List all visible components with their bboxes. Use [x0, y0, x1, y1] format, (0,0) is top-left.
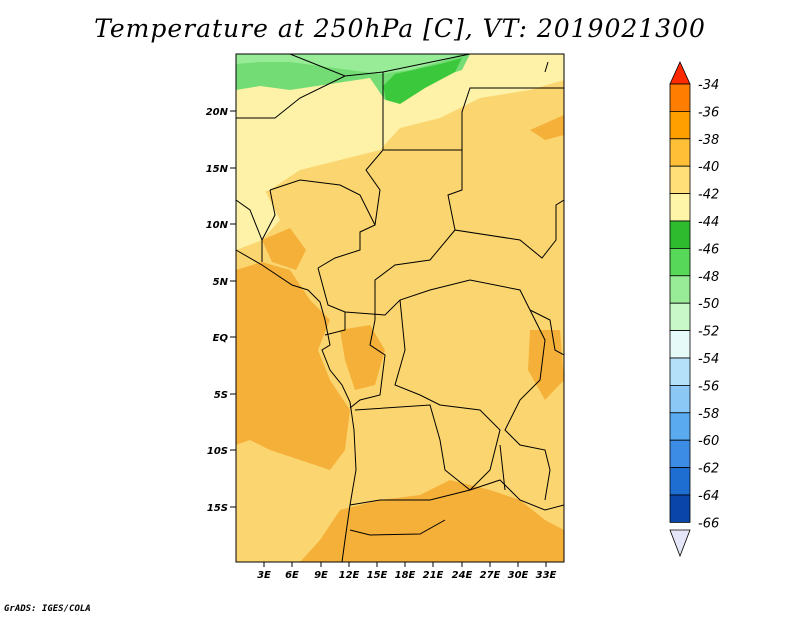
colorbar-label: -34: [698, 78, 719, 93]
colorbar-label: -48: [698, 270, 719, 285]
field-green-light: [236, 54, 460, 74]
colorbar-label: -46: [698, 242, 719, 257]
colorbar-label: -66: [698, 516, 719, 531]
colorbar-cell: [669, 302, 691, 332]
temperature-field: [236, 54, 564, 562]
colorbar-cell: [669, 384, 691, 414]
lat-label: EQ: [213, 333, 229, 344]
lat-label: 15S: [207, 503, 228, 514]
colorbar-cell: [669, 357, 691, 386]
lon-label: 30E: [508, 570, 529, 581]
country-borders: [236, 54, 564, 536]
field-warm-nw: [262, 228, 306, 270]
colorbar-cell: [669, 467, 691, 496]
lon-label: 27E: [480, 570, 501, 581]
colorbar-cell: [669, 330, 691, 359]
colorbar-cell: [669, 111, 691, 140]
colorbar-cell: [669, 247, 691, 277]
chart-title: Temperature at 250hPa [C], VT: 201902130…: [94, 14, 706, 43]
colorbar-cell: [669, 439, 691, 469]
colorbar-cells: [669, 83, 691, 523]
colorbar-label: -38: [698, 133, 719, 148]
lat-label: 10N: [206, 220, 229, 231]
colorbar-label: -42: [698, 188, 719, 203]
lon-label: 24E: [452, 570, 473, 581]
lon-label: 3E: [257, 570, 271, 581]
lon-label: 21E: [423, 570, 444, 581]
colorbar-cell: [669, 220, 691, 249]
lat-label: 5N: [213, 277, 229, 288]
colorbar-label: -36: [698, 105, 719, 120]
colorbar-label: -40: [698, 160, 719, 175]
colorbar-cell: [669, 494, 691, 523]
field-warm-gabon: [340, 325, 385, 390]
lon-label: 33E: [536, 570, 557, 581]
colorbar-label: -56: [698, 379, 719, 394]
colorbar-label: -58: [698, 407, 719, 422]
colorbar-bottom-arrow: [669, 529, 691, 558]
map-frame: [235, 53, 565, 563]
field-light-north: [236, 54, 564, 200]
lat-label: 5S: [214, 390, 228, 401]
lat-axis: 20N 15N 10N 5N EQ 5S 10S 15S: [206, 107, 236, 514]
field-warm-west: [236, 262, 350, 470]
lon-axis: 3E 6E 9E 12E 15E 18E 21E 24E 27E 30E 33E: [257, 562, 557, 581]
lon-label: 6E: [285, 570, 299, 581]
colorbar-label: -50: [698, 297, 719, 312]
colorbar-top-arrow: [669, 61, 691, 85]
colorbar-cell: [669, 412, 691, 441]
colorbar-label: -64: [698, 489, 719, 504]
coastline: [235, 249, 357, 563]
colorbar-label: -54: [698, 352, 719, 367]
field-warm-ne: [530, 115, 564, 140]
lon-label: 15E: [367, 570, 388, 581]
lon-label: 18E: [395, 570, 416, 581]
colorbar-label: -62: [698, 462, 719, 477]
lon-label: 12E: [339, 570, 360, 581]
colorbar-label: -44: [698, 215, 719, 230]
lat-label: 15N: [206, 164, 229, 175]
colorbar-cell: [669, 138, 691, 167]
lat-label: 10S: [207, 446, 228, 457]
field-warm-south: [300, 480, 564, 562]
colorbar-label: -60: [698, 434, 719, 449]
field-light-west: [236, 185, 280, 250]
colorbar: -34 -36 -38 -40 -42 -44 -46 -48 -50 -52 -54 -56 -58 -…: [669, 61, 719, 558]
colorbar-cell: [669, 165, 691, 194]
colorbar-cell: [669, 83, 691, 112]
colorbar-label: -52: [698, 325, 719, 340]
lon-label: 9E: [314, 570, 328, 581]
colorbar-cell: [669, 275, 691, 304]
field-green-dark: [383, 58, 462, 104]
colorbar-labels: -34 -36 -38 -40 -42 -44 -46 -48 -50 -52 -54 -56 -58 -…: [698, 78, 719, 531]
lat-label: 20N: [206, 107, 229, 118]
grads-credit: GrADS: IGES/COLA: [4, 604, 91, 614]
colorbar-cell: [669, 193, 691, 222]
